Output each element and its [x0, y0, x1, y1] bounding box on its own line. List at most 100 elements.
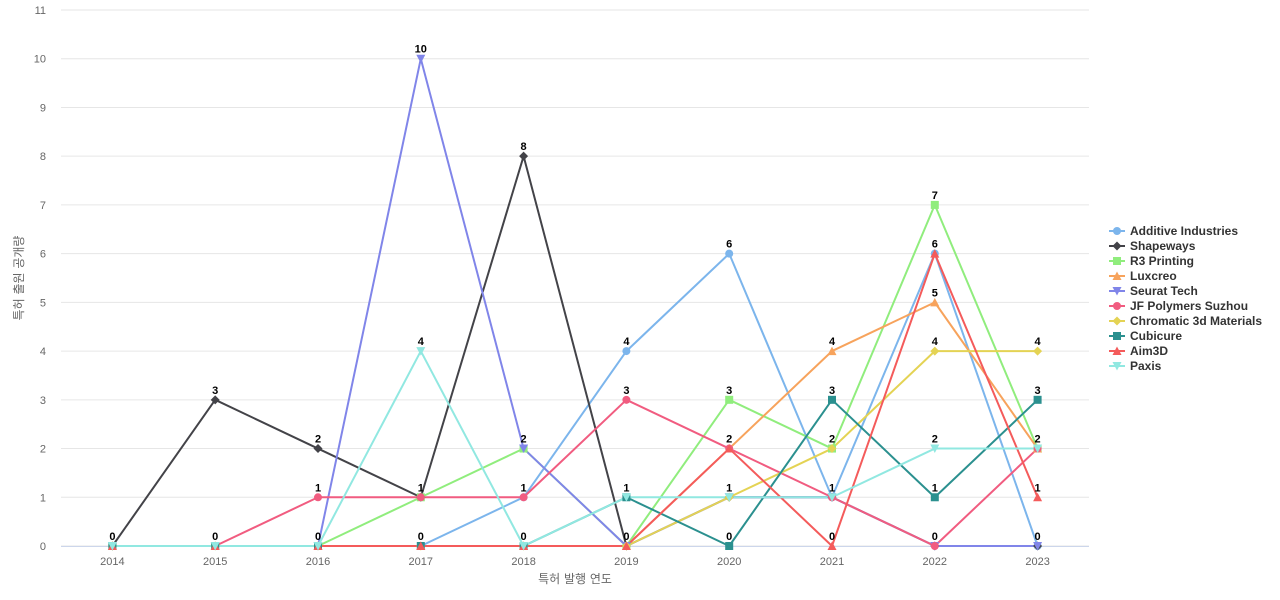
data-label: 0: [726, 531, 732, 543]
data-point-paxis: [313, 542, 323, 551]
data-point-paxis: [930, 444, 940, 454]
x-tick-label: 2023: [1025, 556, 1049, 568]
legend-marker: [1112, 362, 1122, 371]
data-label: 0: [212, 531, 218, 543]
data-point-luxcreo: [827, 346, 837, 356]
legend-marker: [1113, 332, 1121, 340]
y-tick-label: 3: [40, 395, 46, 407]
data-point-jf-polymers-suzhou: [416, 493, 425, 502]
data-label: 1: [623, 482, 629, 494]
data-label: 4: [932, 336, 939, 348]
data-label: 2: [932, 434, 938, 446]
legend-item-luxcreo[interactable]: Luxcreo: [1109, 269, 1177, 283]
data-label: 0: [109, 531, 115, 543]
legend-label: Seurat Tech: [1130, 284, 1198, 298]
x-tick-label: 2022: [923, 556, 947, 568]
data-point-additive-industries: [622, 347, 631, 356]
x-tick-label: 2021: [820, 556, 844, 568]
data-point-seurat-tech: [416, 54, 426, 64]
data-point-jf-polymers-suzhou: [930, 542, 939, 550]
legend-item-chromatic-3d-materials[interactable]: Chromatic 3d Materials: [1109, 314, 1262, 328]
data-label: 1: [932, 482, 938, 494]
legend-marker: [1113, 302, 1121, 310]
data-label: 7: [932, 190, 938, 202]
data-label: 4: [1035, 336, 1042, 348]
y-tick-label: 10: [34, 54, 46, 66]
data-label: 3: [212, 385, 218, 397]
x-tick-label: 2017: [409, 556, 433, 568]
legend-label: Luxcreo: [1130, 269, 1177, 283]
data-point-jf-polymers-suzhou: [314, 493, 322, 502]
data-point-shapeways: [210, 395, 220, 405]
data-label: 0: [829, 531, 835, 543]
legend-item-shapeways[interactable]: Shapeways: [1109, 239, 1196, 253]
data-point-cubicure: [725, 542, 734, 550]
legend-label: R3 Printing: [1130, 254, 1194, 268]
legend-item-paxis[interactable]: Paxis: [1109, 359, 1162, 373]
data-label: 0: [315, 531, 321, 543]
data-point-jf-polymers-suzhou: [519, 493, 528, 502]
legend-item-r3-printing[interactable]: R3 Printing: [1109, 254, 1194, 268]
gridlines: [61, 9, 1089, 547]
data-label: 0: [418, 531, 424, 543]
data-point-aim3d: [827, 541, 837, 550]
data-label: 2: [521, 434, 527, 446]
data-label: 0: [1035, 531, 1041, 543]
y-tick-label: 4: [40, 346, 46, 358]
y-tick-label: 7: [40, 200, 46, 212]
legend-item-aim3d[interactable]: Aim3D: [1109, 344, 1168, 358]
legend-item-cubicure[interactable]: Cubicure: [1109, 329, 1182, 343]
data-label: 1: [829, 482, 835, 494]
series-lines: [111, 57, 1039, 547]
y-tick-label: 8: [40, 151, 46, 163]
legend-item-seurat-tech[interactable]: Seurat Tech: [1109, 284, 1198, 298]
data-point-shapeways: [313, 444, 323, 454]
y-axis-title: 특허 출원 공개량: [12, 236, 26, 321]
y-tick-label: 0: [40, 541, 46, 553]
data-label: 6: [726, 239, 732, 251]
legend-marker: [1112, 346, 1122, 355]
series-markers: [107, 54, 1043, 551]
y-tick-label: 6: [40, 249, 46, 261]
data-label: 2: [315, 434, 321, 446]
data-label: 0: [932, 531, 938, 543]
data-point-paxis: [107, 542, 117, 551]
data-point-chromatic-3d-materials: [827, 444, 837, 454]
x-axis-ticks: 2014 2015 2016 2017 2018 2019 2020 2021 2022 2023: [100, 556, 1050, 568]
data-label: 0: [623, 531, 629, 543]
data-label: 1: [726, 482, 732, 494]
legend-label: Aim3D: [1130, 344, 1168, 358]
data-label: 4: [418, 336, 425, 348]
legend-label: Cubicure: [1130, 329, 1182, 343]
data-point-paxis: [210, 542, 220, 551]
data-point-r3-printing: [930, 200, 939, 209]
data-point-aim3d: [1033, 492, 1043, 502]
data-labels: 0302101041082104310632104321076542104321…: [109, 44, 1041, 543]
data-point-seurat-tech: [519, 444, 529, 454]
data-label: 1: [521, 482, 527, 494]
series-line-r3-printing: [112, 203, 1039, 547]
data-point-paxis: [621, 493, 631, 502]
data-point-jf-polymers-suzhou: [622, 395, 631, 404]
data-label: 4: [829, 336, 836, 348]
legend-label: JF Polymers Suzhou: [1130, 299, 1248, 313]
data-label: 3: [623, 385, 629, 397]
legend-label: Shapeways: [1130, 239, 1196, 253]
y-tick-label: 2: [40, 444, 46, 456]
data-point-cubicure: [1033, 395, 1042, 404]
legend-marker: [1112, 287, 1122, 296]
legend-item-jf-polymers-suzhou[interactable]: JF Polymers Suzhou: [1109, 299, 1248, 313]
data-point-r3-printing: [725, 395, 734, 404]
x-tick-label: 2018: [511, 556, 535, 568]
data-point-seurat-tech: [1033, 542, 1043, 551]
data-point-paxis: [519, 542, 529, 551]
data-point-chromatic-3d-materials: [1033, 346, 1043, 356]
legend-marker: [1112, 241, 1122, 251]
data-point-paxis: [416, 347, 426, 356]
legend-marker: [1113, 227, 1121, 235]
series-line-jf-polymers-suzhou: [112, 398, 1039, 547]
y-tick-label: 5: [40, 297, 46, 309]
legend-item-additive-industries[interactable]: Additive Industries: [1109, 224, 1238, 238]
data-label: 8: [521, 141, 527, 153]
